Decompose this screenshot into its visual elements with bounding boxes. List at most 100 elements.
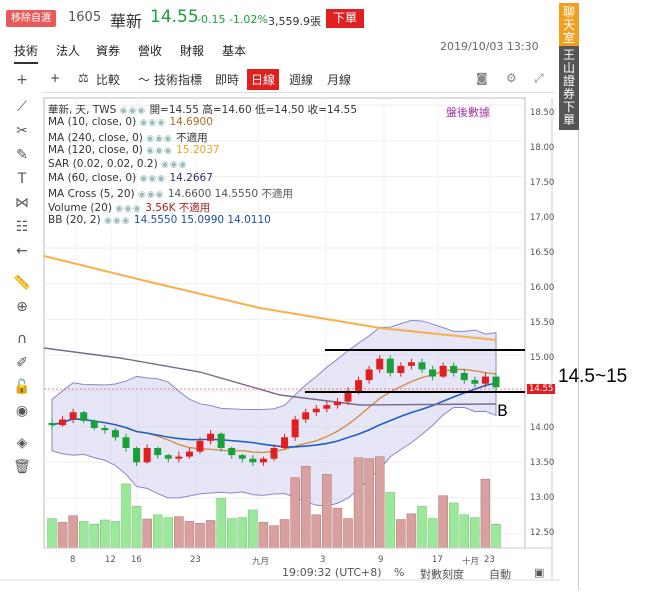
candle-body bbox=[365, 369, 373, 381]
legend-low: 低=14.50 bbox=[254, 104, 305, 116]
auto-scale-toggle[interactable]: 自動 bbox=[489, 568, 511, 581]
daily-button[interactable]: 日線 bbox=[247, 69, 280, 90]
magnet-icon[interactable]: ∩ bbox=[16, 331, 28, 347]
indicator-icon[interactable]: 〜 bbox=[138, 73, 151, 87]
y-tick-label: 14.00 bbox=[530, 423, 555, 433]
x-tick-label: 17 bbox=[432, 555, 443, 565]
status-time: 19:09:32 (UTC+8) bbox=[282, 566, 382, 579]
prediction-icon[interactable]: ☷ bbox=[15, 219, 29, 235]
eye-icon[interactable]: ◉ bbox=[15, 403, 29, 419]
candle-body bbox=[333, 401, 341, 406]
y-tick-label: 17.50 bbox=[530, 178, 555, 188]
volume-bar bbox=[406, 513, 417, 549]
y-tick-label: 17.00 bbox=[530, 213, 555, 223]
trash-icon[interactable]: 🗑 bbox=[13, 459, 31, 475]
back-arrow-icon[interactable]: ← bbox=[16, 243, 28, 259]
volume-bar bbox=[195, 523, 205, 549]
camera-icon[interactable]: ◙ bbox=[476, 71, 488, 85]
legend-value: 14.2667 bbox=[169, 172, 213, 184]
fib-icon[interactable]: ✂ bbox=[16, 123, 28, 139]
candle-body bbox=[355, 380, 363, 391]
zoom-in-icon[interactable]: ⊕ bbox=[16, 299, 28, 315]
volume-bar bbox=[163, 517, 174, 549]
volume-bar bbox=[438, 495, 448, 549]
candle-body bbox=[48, 423, 56, 426]
candle-body bbox=[376, 358, 384, 370]
brush-icon[interactable]: ✎ bbox=[16, 147, 28, 163]
candle-body bbox=[312, 408, 320, 413]
legend-controls[interactable]: ◉◉◉ bbox=[146, 146, 173, 156]
x-tick-label: 12 bbox=[105, 555, 116, 565]
ruler-icon[interactable]: 📏 bbox=[13, 275, 31, 291]
pattern-icon[interactable]: ⋈ bbox=[15, 195, 29, 211]
menu-technical[interactable]: 技術 bbox=[14, 42, 39, 64]
percent-toggle[interactable]: % bbox=[394, 566, 405, 579]
legend-controls[interactable]: ◉◉◉ bbox=[161, 160, 188, 170]
legend-name: MA Cross (5, 20) bbox=[48, 188, 135, 200]
ma120-line bbox=[43, 255, 497, 341]
y-tick-label: 18.00 bbox=[530, 143, 555, 153]
text-icon[interactable]: T bbox=[17, 171, 27, 187]
candle-body bbox=[228, 448, 236, 456]
volume-bar bbox=[258, 522, 269, 549]
lock-icon[interactable]: 🔓 bbox=[13, 379, 31, 395]
chart-settings-icon[interactable]: ▣ bbox=[534, 566, 545, 579]
legend-controls[interactable]: ◉◉◉ bbox=[104, 216, 131, 226]
legend-value: 15.2037 bbox=[176, 144, 220, 156]
menu-margin[interactable]: 資券 bbox=[96, 44, 121, 58]
x-tick-label: 九月 bbox=[252, 557, 270, 567]
legend-row: MA (240, close, 0) ◉◉◉ 不適用 bbox=[48, 130, 208, 145]
fullscreen-icon[interactable]: ⤢ bbox=[534, 71, 544, 85]
compare-icon[interactable]: ⚖ bbox=[78, 71, 89, 85]
broker-order-tab[interactable]: 王山證券下單 bbox=[559, 46, 579, 130]
volume-bar bbox=[269, 525, 279, 549]
settings-gear-icon[interactable]: ⚙ bbox=[506, 71, 517, 85]
lock-drawing-icon[interactable]: ✐ bbox=[16, 355, 28, 371]
candle-body bbox=[281, 437, 289, 448]
legend-controls[interactable]: ◉◉◉ bbox=[146, 134, 173, 144]
x-tick-label: 十月 bbox=[462, 557, 480, 567]
crosshair-icon[interactable]: + bbox=[16, 72, 28, 88]
legend-controls[interactable]: ◉◉◉ bbox=[137, 190, 165, 200]
x-tick-label: 8 bbox=[70, 555, 76, 565]
menu-financials[interactable]: 財報 bbox=[180, 44, 205, 58]
legend-controls[interactable]: ◉◉◉ bbox=[115, 204, 142, 214]
legend-controls[interactable]: ◉◉◉ bbox=[119, 106, 147, 116]
legend-row: MA (10, close, 0) ◉◉◉ 14.6900 bbox=[48, 116, 213, 128]
log-scale-toggle[interactable]: 對數刻度 bbox=[420, 568, 464, 581]
legend-controls[interactable]: ◉◉◉ bbox=[139, 118, 167, 128]
price-change: -0.15 -1.02% bbox=[197, 13, 268, 26]
legend-name: Volume (20) bbox=[48, 202, 112, 214]
compare-button[interactable]: 比較 bbox=[96, 73, 121, 87]
legend-close: 收=14.55 bbox=[307, 104, 358, 116]
candle-body bbox=[429, 369, 437, 377]
realtime-button[interactable]: 即時 bbox=[215, 73, 240, 87]
menu-revenue[interactable]: 營收 bbox=[138, 44, 163, 58]
monthly-button[interactable]: 月線 bbox=[327, 73, 352, 87]
candle-body bbox=[164, 455, 172, 459]
stock-name: 華新 bbox=[110, 12, 143, 31]
volume-bar bbox=[300, 466, 311, 549]
volume-bar bbox=[491, 524, 501, 549]
candle-body bbox=[397, 365, 405, 373]
chat-room-tab[interactable]: 聊天室 bbox=[559, 3, 579, 49]
bollinger-band bbox=[51, 319, 497, 507]
stock-price: 14.55 bbox=[150, 7, 199, 27]
volume-bar bbox=[417, 505, 427, 549]
candle-body bbox=[69, 412, 77, 420]
legend-open: 開=14.55 bbox=[149, 104, 199, 116]
y-tick-label: 14.55 bbox=[527, 384, 556, 394]
weekly-button[interactable]: 週線 bbox=[289, 73, 314, 87]
layers-icon[interactable]: ◈ bbox=[16, 435, 28, 451]
quote-datetime: 2019/10/03 13:30 bbox=[440, 40, 539, 53]
trend-line-icon[interactable]: ⟋ bbox=[17, 99, 27, 115]
menu-basics[interactable]: 基本 bbox=[222, 44, 247, 58]
add-symbol-icon[interactable]: + bbox=[50, 71, 61, 85]
menu-institutional[interactable]: 法人 bbox=[56, 44, 81, 58]
remove-watchlist-button[interactable]: 移除自選 bbox=[6, 10, 56, 27]
legend-controls[interactable]: ◉◉◉ bbox=[139, 174, 167, 184]
indicators-button[interactable]: 技術指標 bbox=[154, 73, 203, 87]
legend-row: Volume (20) ◉◉◉ 3.56K 不適用 bbox=[48, 200, 210, 215]
place-order-button[interactable]: 下單 bbox=[326, 9, 364, 28]
